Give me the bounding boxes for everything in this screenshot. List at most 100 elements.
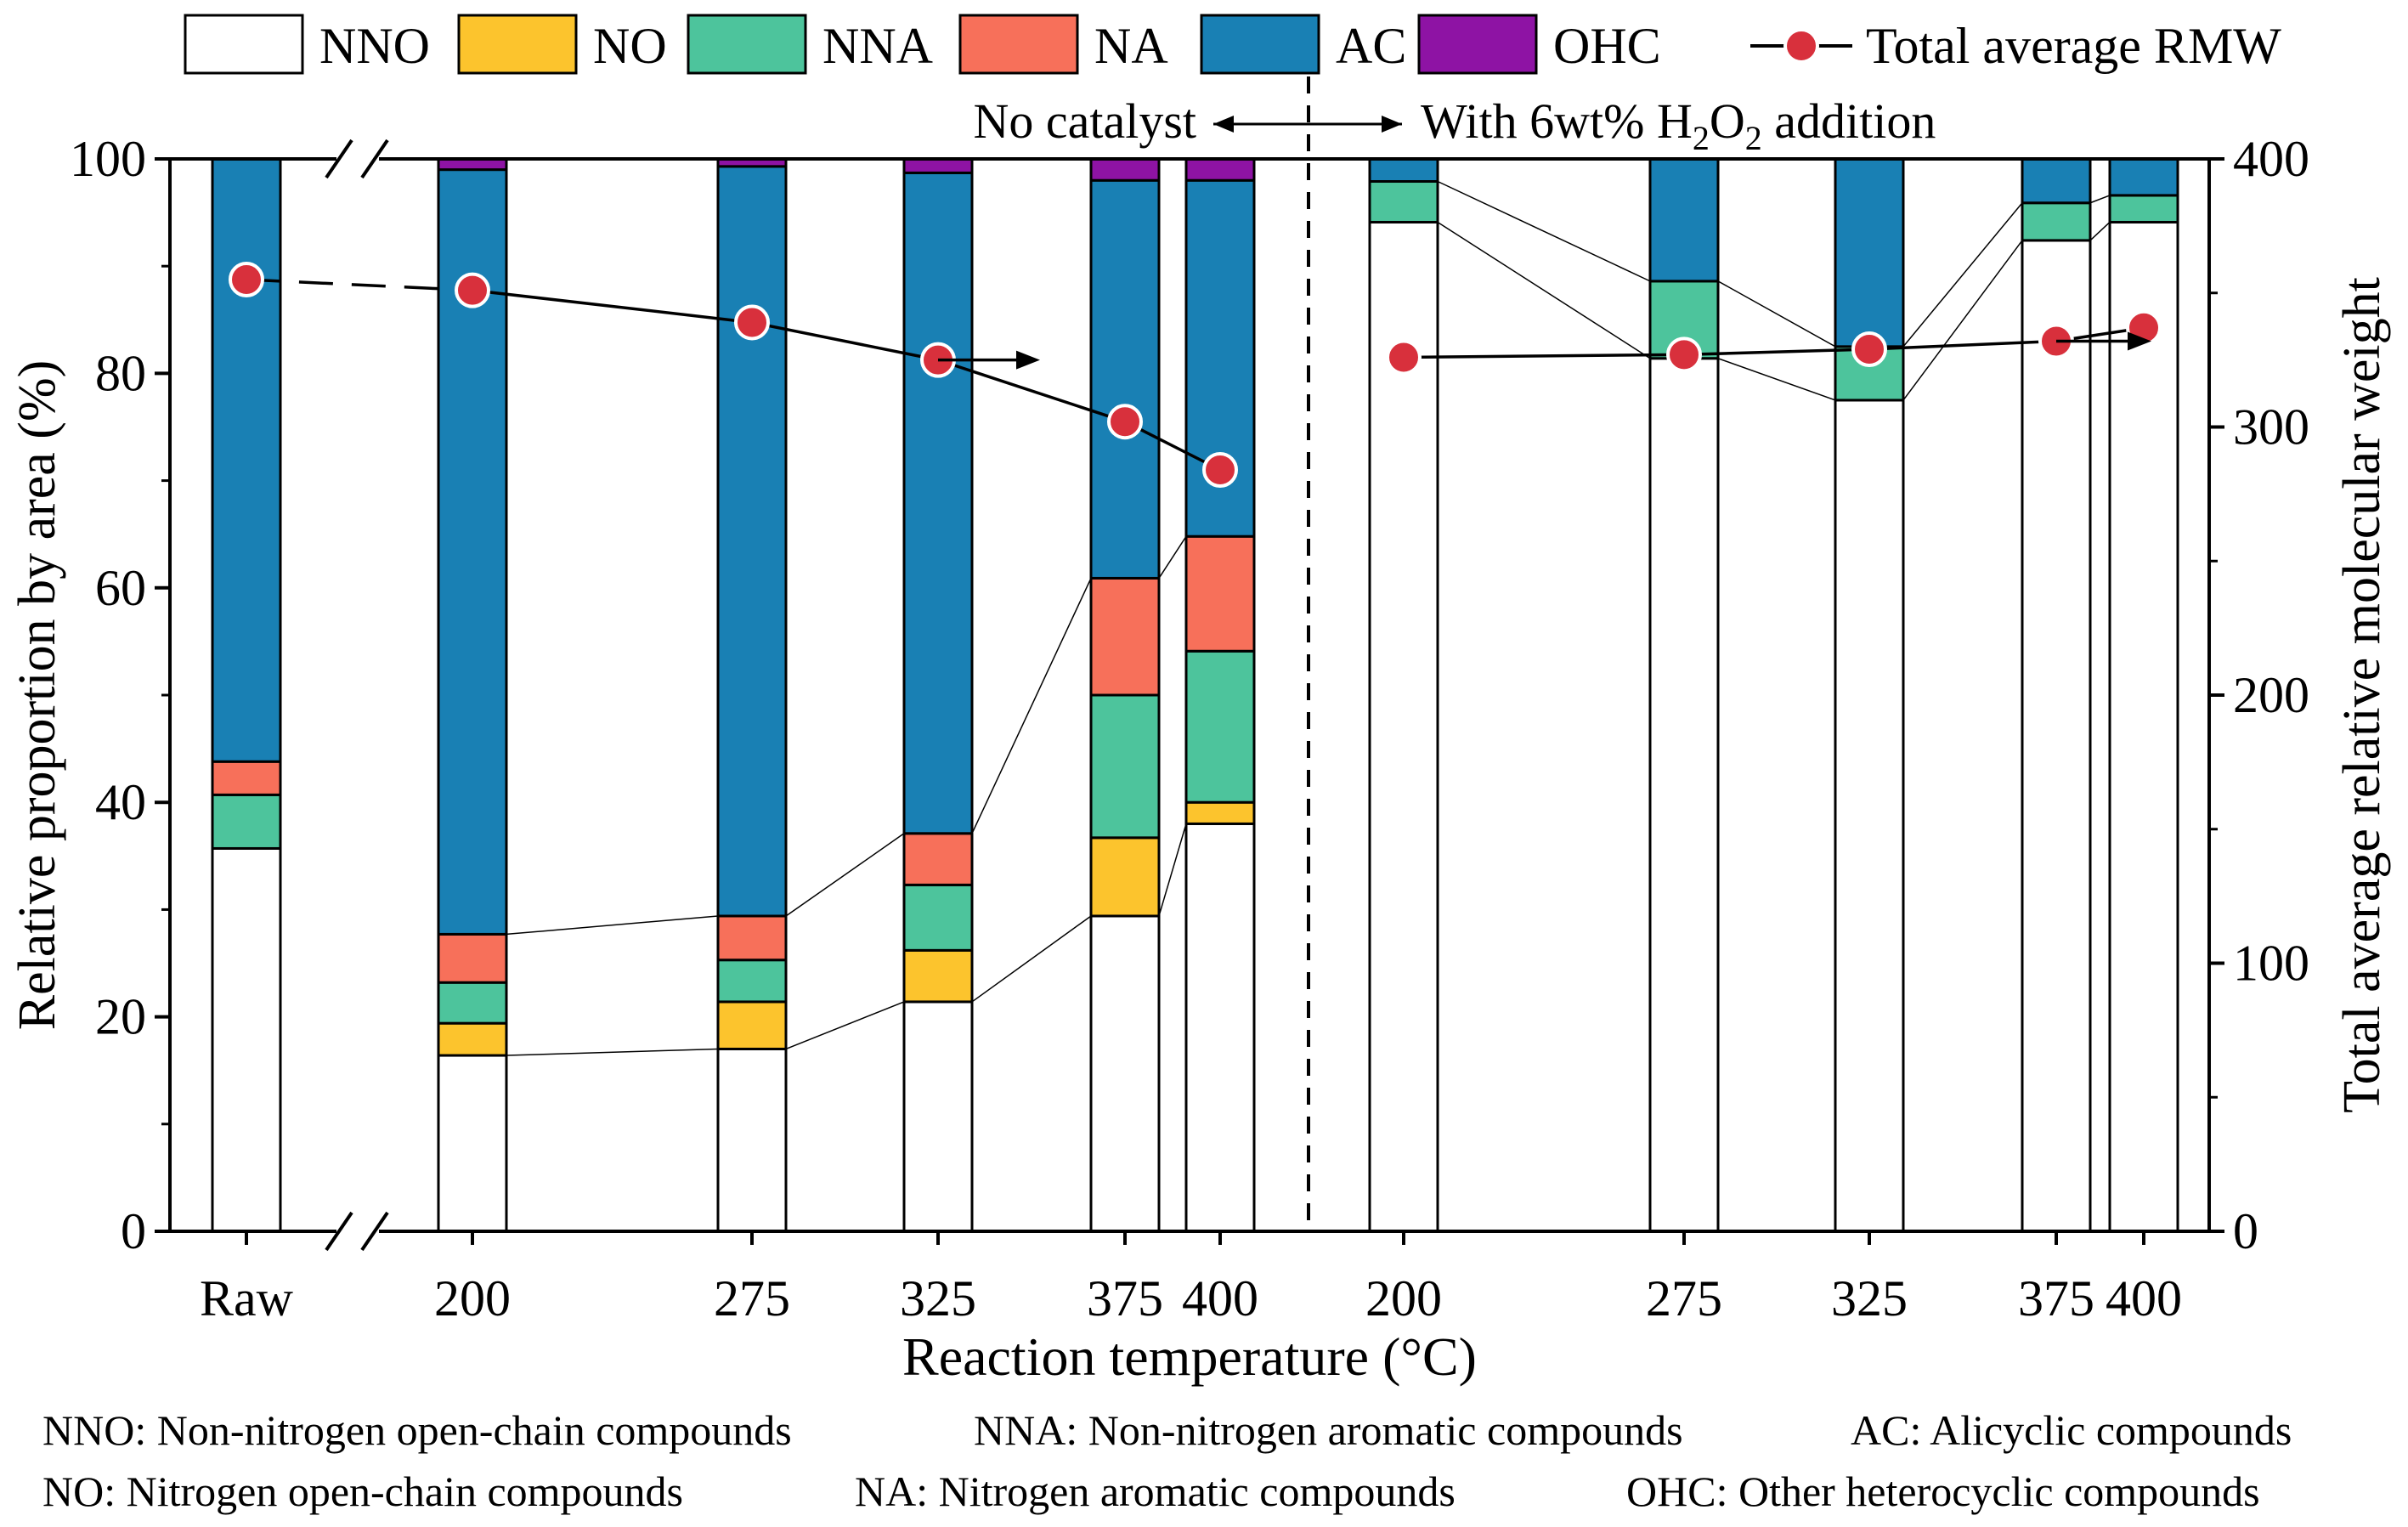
bar-no-catalyst-400-NA: [1184, 534, 1256, 653]
legend-label-ohc: OHC: [1553, 18, 1661, 74]
legend-item-rmw: Total average RMW: [1750, 18, 2281, 74]
connector-NNO-2: [971, 915, 1092, 1003]
footnote-ohc: OHC: Other heterocyclic compounds: [1626, 1468, 2260, 1515]
connector-NNA-3: [2089, 195, 2111, 204]
footnote-ac: AC: Alicyclic compounds: [1851, 1406, 2292, 1454]
bar-with-h2o2-400-NNO: [2108, 220, 2179, 1233]
bar-with-h2o2-400-AC: [2108, 157, 2179, 197]
connector-NNO-3: [1158, 823, 1187, 917]
connector-NNO-1: [1717, 358, 1836, 401]
x-tick-label-no-catalyst-Raw: Raw: [200, 1270, 294, 1326]
bar-no-catalyst-400-OHC: [1184, 157, 1256, 182]
connector-lines-layer: [506, 180, 2111, 1056]
y-tick-label-0: 0: [121, 1203, 146, 1259]
y-tick-label-100: 100: [70, 131, 146, 187]
bar-no-catalyst-375-NO: [1089, 836, 1161, 918]
x-tick-label-with-h2o2-200: 200: [1365, 1270, 1442, 1326]
bar-no-catalyst-275-NNA: [716, 959, 788, 1004]
bar-no-catalyst-325-NO: [902, 948, 974, 1004]
bar-no-catalyst-375-NNA: [1089, 693, 1161, 840]
connector-NA-0: [506, 915, 719, 936]
bar-no-catalyst-200-NA: [437, 932, 508, 984]
bar-no-catalyst-325-OHC: [902, 157, 974, 174]
connector-NNO-2: [1902, 240, 2023, 401]
footnote-no: NO: Nitrogen open-chain compounds: [42, 1468, 683, 1515]
bar-with-h2o2-325-AC: [1834, 157, 1905, 348]
rmw-line-layer: [229, 261, 2162, 488]
rmw-axis-arrow-left-head: [1016, 350, 1040, 370]
legend-label-no: NO: [593, 18, 667, 74]
bar-no-catalyst-200-NNO: [437, 1054, 508, 1233]
bar-no-catalyst-Raw-AC: [211, 157, 282, 763]
x-tick-label-no-catalyst-375: 375: [1087, 1270, 1163, 1326]
axis-break-gap-top: [336, 142, 379, 176]
bar-no-catalyst-400-NNO: [1184, 822, 1256, 1233]
rmw-point-no-catalyst-400: [1202, 451, 1238, 488]
connector-NNA-1: [1717, 280, 1836, 348]
bar-no-catalyst-325-NNA: [902, 883, 974, 952]
legend-swatch-nno: [184, 14, 304, 75]
bar-no-catalyst-Raw-NNA: [211, 793, 282, 850]
bar-no-catalyst-400-NNA: [1184, 649, 1256, 804]
bars-layer: [211, 157, 2179, 1233]
rmw-point-no-catalyst-200: [455, 272, 490, 308]
connector-NA-2: [971, 578, 1092, 834]
bar-no-catalyst-400-NO: [1184, 800, 1256, 825]
footnote-nna: NNA: Non-nitrogen aromatic compounds: [974, 1406, 1683, 1454]
y2-tick-label-0: 0: [2233, 1203, 2258, 1259]
footnotes: NNO: Non-nitrogen open-chain compounds N…: [42, 1406, 2292, 1515]
rmw-point-with-h2o2-275: [1666, 337, 1702, 373]
x-tick-label-with-h2o2-325: 325: [1831, 1270, 1908, 1326]
connector-NNO-0: [1437, 221, 1651, 359]
rmw-point-no-catalyst-275: [734, 304, 770, 341]
y2-tick-label-100: 100: [2233, 936, 2309, 992]
connector-NNO-0: [506, 1048, 719, 1056]
axis-break-marks-top: [325, 139, 389, 179]
bar-with-h2o2-275-AC: [1648, 157, 1720, 283]
x-tick-label-no-catalyst-400: 400: [1182, 1270, 1258, 1326]
bar-with-h2o2-375-AC: [2021, 157, 2092, 205]
legend-item-ohc: OHC: [1417, 14, 1661, 75]
legend-label-nno: NNO: [319, 18, 430, 74]
legend: NNO NO NNA NA AC OHC Total average RMW: [184, 14, 2281, 75]
y2-tick-label-300: 300: [2233, 399, 2309, 455]
connector-NNO-1: [785, 1001, 905, 1050]
y-tick-label-20: 20: [95, 989, 146, 1045]
bar-no-catalyst-Raw-NNO: [211, 846, 282, 1233]
x-tick-label-no-catalyst-275: 275: [714, 1270, 790, 1326]
bar-with-h2o2-275-NNO: [1648, 357, 1720, 1233]
legend-label-nna: NNA: [822, 18, 933, 74]
rmw-segment-no-catalyst-3: [937, 358, 1126, 423]
rmw-axis-arrow-left: [938, 350, 1040, 370]
rmw-segment-no-catalyst-0: [246, 278, 473, 292]
rmw-segment-with-h2o2-2: [1868, 339, 2057, 351]
legend-swatch-no: [457, 14, 578, 75]
bar-no-catalyst-275-NO: [716, 1000, 788, 1050]
bar-no-catalyst-325-NNO: [902, 1000, 974, 1233]
bar-no-catalyst-200-NO: [437, 1021, 508, 1057]
y-tick-label-40: 40: [95, 774, 146, 830]
bar-no-catalyst-375-OHC: [1089, 157, 1161, 182]
y-tick-label-80: 80: [95, 345, 146, 401]
rmw-point-no-catalyst-Raw: [229, 261, 264, 297]
y2-axis-title: Total average relative molecular weight: [2333, 277, 2391, 1113]
legend-item-nno: NNO: [184, 14, 430, 75]
rmw-point-with-h2o2-325: [1851, 331, 1887, 368]
bar-no-catalyst-275-NNO: [716, 1047, 788, 1233]
axis-break-slash-top-1: [325, 139, 353, 179]
y2-tick-label-200: 200: [2233, 667, 2309, 723]
bar-no-catalyst-375-NA: [1089, 576, 1161, 697]
legend-marker-rmw: [1783, 28, 1819, 64]
bar-with-h2o2-325-NNO: [1834, 399, 1905, 1233]
footnote-na: NA: Nitrogen aromatic compounds: [855, 1468, 1456, 1515]
x-axis-title: Reaction temperature (°C): [902, 1326, 1477, 1387]
legend-swatch-nna: [687, 14, 807, 75]
x-tick-label-with-h2o2-275: 275: [1646, 1270, 1722, 1326]
axis-break-slash-2: [360, 1211, 389, 1252]
connector-NA-3: [1158, 535, 1187, 579]
y-tick-label-60: 60: [95, 560, 146, 616]
bar-no-catalyst-375-AC: [1089, 178, 1161, 580]
bar-with-h2o2-200-AC: [1368, 157, 1439, 184]
connector-NA-1: [785, 833, 905, 917]
